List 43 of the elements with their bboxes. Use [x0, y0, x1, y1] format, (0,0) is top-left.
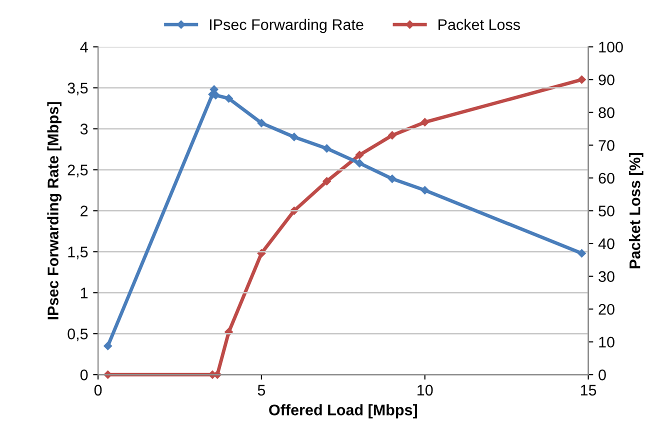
- y2-tick-label: 60: [598, 172, 614, 184]
- point: [322, 144, 331, 153]
- y2-tick-label: 90: [598, 74, 614, 86]
- y-tick-label: 0,5: [68, 328, 88, 342]
- point: [224, 94, 233, 103]
- point: [388, 131, 396, 140]
- point: [322, 177, 331, 186]
- y-tick-label: 3: [80, 124, 88, 134]
- y2-axis-title: Packet Loss [%]: [629, 153, 644, 268]
- point: [104, 342, 112, 350]
- point: [290, 132, 298, 142]
- x-axis-title: Offered Load [Mbps]: [269, 404, 418, 418]
- y-tick-label: 0: [80, 370, 88, 380]
- legend-label: Packet Loss: [438, 18, 520, 30]
- y2-tick-label: 40: [598, 238, 614, 250]
- x-tick-label: 0: [94, 384, 102, 396]
- y-tick-label: 1: [80, 288, 88, 298]
- point: [355, 159, 364, 168]
- y2-tick-label: 100: [599, 42, 623, 53]
- y-tick-label: 2: [80, 206, 88, 216]
- x-tick-label: 10: [418, 384, 433, 396]
- y2-tick-label: 10: [599, 336, 614, 348]
- point: [578, 249, 586, 258]
- y-tick-label: 3,5: [68, 82, 88, 96]
- x-tick-label: 5: [258, 384, 266, 396]
- y2-tick-label: 80: [598, 107, 614, 118]
- y2-tick-label: 20: [598, 304, 614, 315]
- y2-tick-label: 50: [598, 206, 614, 216]
- point: [420, 118, 430, 126]
- x-tick-label: 15: [580, 384, 596, 396]
- y2-tick-label: 30: [598, 271, 614, 282]
- y-tick-label: 1,5: [68, 246, 88, 260]
- point: [257, 118, 266, 128]
- legend-label: IPsec Forwarding Rate: [210, 18, 364, 34]
- y2-tick-label: 0: [598, 370, 606, 380]
- point: [388, 174, 396, 183]
- y-tick-label: 4: [80, 42, 88, 52]
- point: [578, 75, 586, 84]
- y-tick-label: 2,5: [68, 164, 88, 178]
- y2-tick-label: 70: [598, 140, 614, 151]
- point: [355, 150, 364, 160]
- y-axis-title: IPsec Forwarding Rate [Mbps]: [47, 102, 62, 320]
- point: [420, 186, 430, 194]
